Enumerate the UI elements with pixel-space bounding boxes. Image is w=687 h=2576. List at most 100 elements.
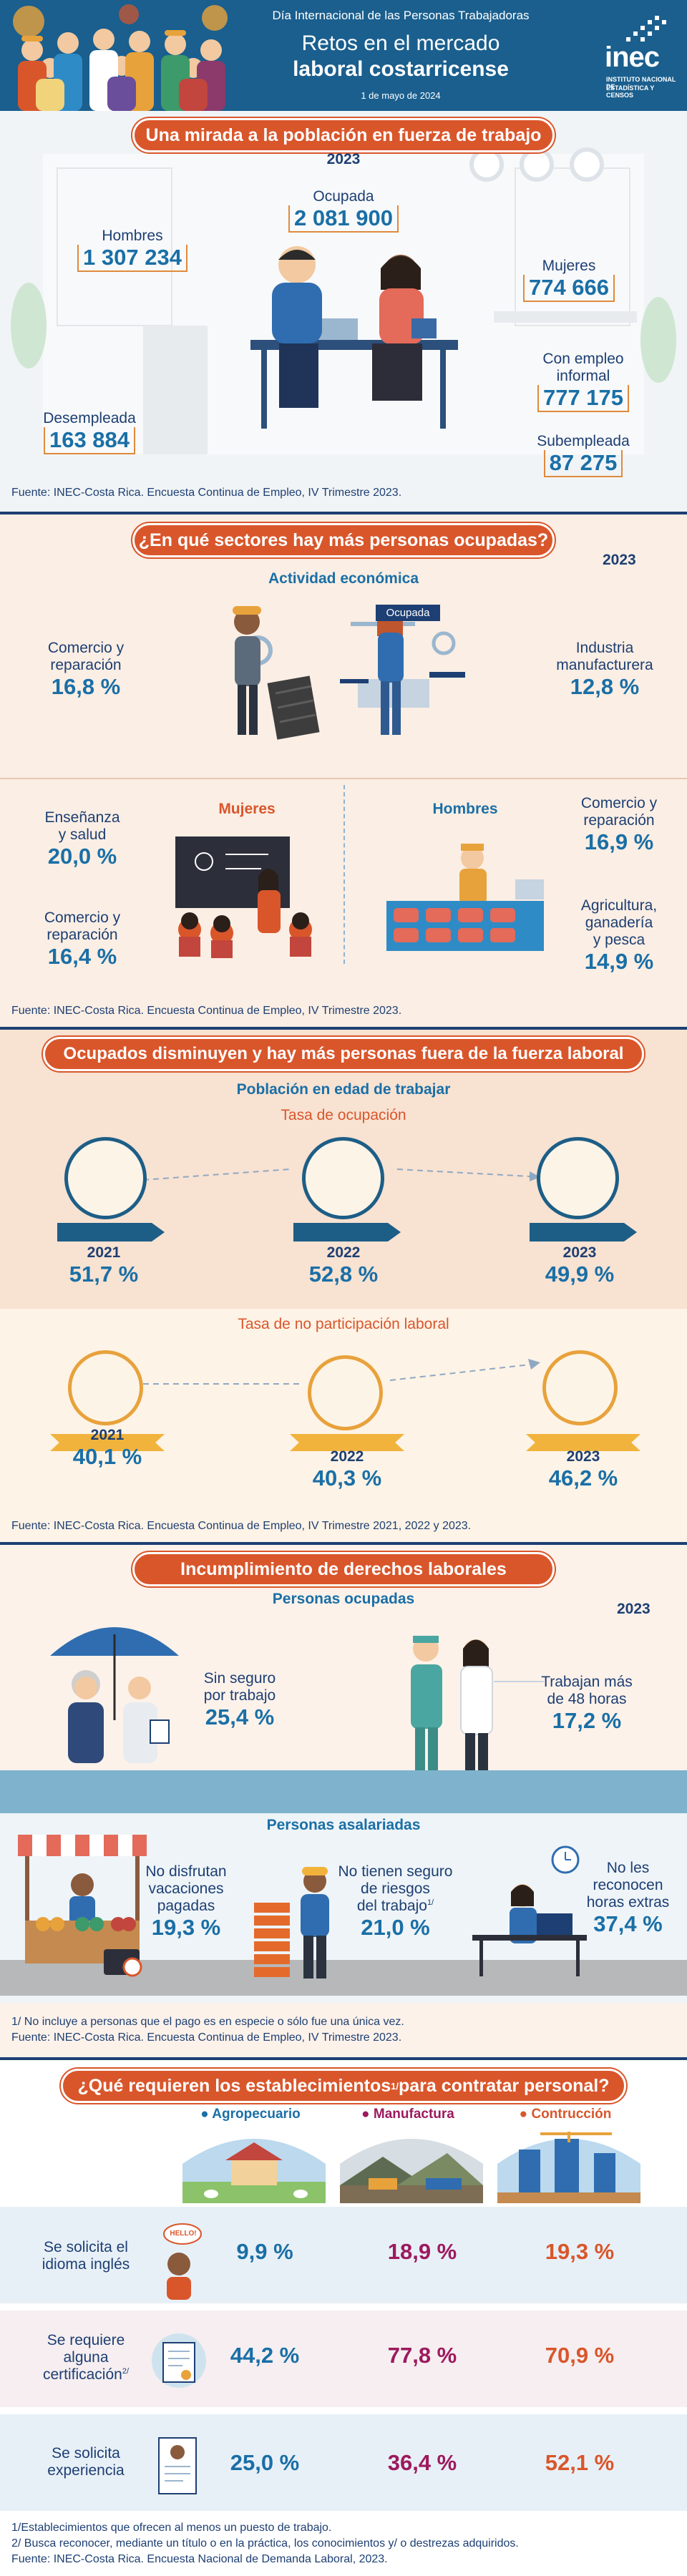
riesgo-value: 21,0 % — [361, 1915, 430, 1941]
s3-subtitle: Población en edad de trabajar — [236, 1081, 451, 1098]
s2-subtitle: Actividad económica — [268, 570, 419, 587]
right-sector-label-2: manufacturera — [556, 657, 653, 674]
resume-icon — [158, 2437, 197, 2494]
inec-logo: inec INSTITUTO NACIONAL DE ESTADÍSTICA Y… — [598, 16, 676, 99]
no-participacion-2022-value: 40,3 % — [312, 1465, 382, 1491]
right-sector-label-1: Industria — [575, 640, 634, 656]
inec-logo-text: inec — [605, 42, 660, 73]
riesgo-label-3: del trabajo — [356, 1898, 427, 1915]
no-participacion-trend-line — [143, 1359, 540, 1385]
horas-block: Trabajan más de 48 horas 17,2 % — [526, 1674, 648, 1734]
horas-label-1: Trabajan más — [541, 1674, 633, 1690]
section-1-title: Una mirada a la población en fuerza de t… — [132, 118, 555, 152]
vac-value: 19,3 % — [151, 1915, 221, 1941]
ocupacion-2021: 2021 51,7 % — [50, 1244, 157, 1287]
agro-illustration — [182, 2139, 326, 2203]
ocupacion-2023-value: 49,9 % — [545, 1262, 615, 1287]
row-3-manuf: 36,4 % — [387, 2450, 457, 2475]
h1-value: 16,9 % — [584, 829, 654, 855]
h1-block: Comercio y reparación 16,9 % — [558, 795, 680, 855]
desk-worker-illustration — [472, 1845, 587, 1976]
seguro-value: 25,4 % — [205, 1704, 275, 1730]
section-labor-force: Una mirada a la población en fuerza de t… — [0, 111, 687, 512]
row-2-agro: 44,2 % — [230, 2343, 300, 2368]
mujeres-heading: Mujeres — [218, 801, 276, 817]
inec-logo-sub2: ESTADÍSTICA Y CENSOS — [606, 84, 655, 99]
m1-label-1: Enseñanza — [44, 809, 120, 826]
row-3-label-2: experiencia — [47, 2462, 125, 2479]
informal-label-2: informal — [556, 368, 610, 385]
no-participacion-2021-ribbon — [50, 1434, 165, 1451]
m2-label-1: Comercio y — [44, 909, 121, 926]
section-4-title: Incumplimiento de derechos laborales — [132, 1552, 555, 1586]
ocupacion-2023: 2023 49,9 % — [526, 1244, 633, 1287]
vac-label-2: vacaciones — [148, 1880, 224, 1898]
col-manuf: ● Manufactura — [361, 2107, 454, 2122]
desempleada-block: Desempleada 163 884 — [29, 410, 150, 455]
no-participacion-2023-ribbon — [526, 1434, 640, 1451]
medics-illustration — [411, 1636, 493, 1782]
ocupacion-2022-value: 52,8 % — [308, 1262, 379, 1287]
section-rights: Incumplimiento de derechos laborales Per… — [0, 1542, 687, 2057]
vac-label-1: No disfrutan — [145, 1863, 227, 1880]
occupied-floor — [0, 1770, 687, 1813]
row-1-constr: 19,3 % — [545, 2239, 615, 2264]
col-manuf-label: Manufactura — [373, 2107, 454, 2122]
no-participacion-2023-icon — [542, 1350, 618, 1425]
row-2-label-3: certificación — [42, 2366, 122, 2384]
hello-text: HELLO! — [170, 2230, 197, 2238]
english-speaker-icon — [163, 2223, 202, 2300]
vac-block: No disfrutan vacaciones pagadas 19,3 % — [125, 1863, 247, 1941]
hombres-heading: Hombres — [432, 801, 498, 817]
s5-note-2: 2/ Busca reconocer, mediante un título o… — [11, 2537, 519, 2550]
section-trends: Ocupados disminuyen y hay más personas f… — [0, 1027, 687, 1545]
row-2-manuf: 77,8 % — [387, 2343, 457, 2368]
row-3-agro: 25,0 % — [230, 2450, 300, 2475]
subempleada-label: Subempleada — [537, 433, 630, 449]
header-event: Día Internacional de las Personas Trabaj… — [272, 9, 530, 22]
riesgo-block: No tienen seguro de riesgos del trabajo1… — [326, 1863, 465, 1941]
constr-illustration — [497, 2132, 640, 2203]
sector-divider — [0, 778, 687, 779]
row-1-label: Se solicita el idioma inglés — [14, 2239, 157, 2273]
row-1-label-1: Se solicita el — [44, 2239, 128, 2255]
certificate-icon — [152, 2333, 206, 2388]
left-sector: Comercio y reparación 16,8 % — [29, 640, 143, 700]
ocupacion-2022-year: 2022 — [326, 1244, 361, 1261]
manuf-illustration — [340, 2139, 483, 2203]
m1-label-2: y salud — [58, 826, 107, 844]
gender-divider — [344, 785, 345, 964]
informal-block: Con empleo informal 777 175 — [519, 351, 648, 413]
riesgo-sup: 1/ — [427, 1898, 434, 1908]
s1-source: Fuente: INEC-Costa Rica. Encuesta Contin… — [11, 487, 402, 499]
s1-year: 2023 — [326, 151, 361, 167]
row-3-constr: 52,1 % — [545, 2450, 615, 2475]
umbrella-illustration — [50, 1627, 179, 1763]
h2-label-3: y pesca — [593, 932, 645, 949]
row-band-1 — [0, 2207, 687, 2303]
tasa-ocupacion-label: Tasa de ocupación — [281, 1107, 406, 1123]
col-constr-label: Contrucción — [531, 2107, 612, 2122]
row-2-label: Se requiere alguna certificación2/ — [14, 2332, 157, 2384]
bricklayer-illustration — [254, 1867, 329, 1979]
row-2-label-1: Se requiere — [47, 2332, 125, 2348]
s3-source: Fuente: INEC-Costa Rica. Encuesta Contin… — [11, 1520, 472, 1532]
m1-block: Enseñanza y salud 20,0 % — [25, 809, 140, 869]
ocupada-illustration-label: Ocupada — [376, 605, 440, 621]
no-participacion-2021-value: 40,1 % — [72, 1444, 142, 1469]
ocupada-illustration-text: Ocupada — [386, 607, 430, 619]
no-participacion-2022-icon — [308, 1355, 383, 1430]
section-3-title: Ocupados disminuyen y hay más personas f… — [43, 1037, 644, 1071]
office-background — [0, 111, 687, 512]
no-participacion-2023: 2023 46,2 % — [530, 1448, 637, 1491]
seguro-label-2: por trabajo — [203, 1687, 276, 1704]
header-title-line1: Retos en el mercado — [301, 31, 500, 55]
row-2-sup: 2/ — [122, 2367, 130, 2376]
row-1-agro: 9,9 % — [236, 2239, 293, 2264]
section-5-title: ¿Qué requieren los establecimientos 1/ pa… — [61, 2069, 626, 2103]
header-title-line2: laboral costarricense — [293, 57, 509, 81]
riesgo-label-2: de riesgos — [361, 1880, 430, 1898]
m2-block: Comercio y reparación 16,4 % — [25, 909, 140, 970]
s4-source: Fuente: INEC-Costa Rica. Encuesta Contin… — [11, 2031, 402, 2044]
left-sector-label-2: reparación — [50, 657, 122, 674]
